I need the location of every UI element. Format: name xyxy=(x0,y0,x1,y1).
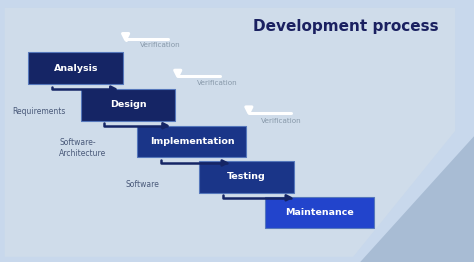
Text: Testing: Testing xyxy=(227,172,266,181)
Bar xyxy=(199,161,294,193)
Polygon shape xyxy=(5,8,455,257)
Text: Development process: Development process xyxy=(253,19,439,34)
Bar xyxy=(137,126,246,157)
Bar xyxy=(81,89,175,121)
Text: Analysis: Analysis xyxy=(54,64,98,73)
Text: Verification: Verification xyxy=(197,80,237,85)
Text: Verification: Verification xyxy=(261,118,301,123)
Text: Design: Design xyxy=(109,100,146,109)
Text: Software: Software xyxy=(126,180,159,189)
Text: Implementation: Implementation xyxy=(150,137,234,146)
Text: Verification: Verification xyxy=(140,42,181,47)
Bar xyxy=(265,196,374,228)
Text: Software-
Architecture: Software- Architecture xyxy=(59,138,107,158)
Text: Requirements: Requirements xyxy=(12,107,65,116)
Text: Maintenance: Maintenance xyxy=(285,208,355,217)
Bar xyxy=(28,52,123,84)
